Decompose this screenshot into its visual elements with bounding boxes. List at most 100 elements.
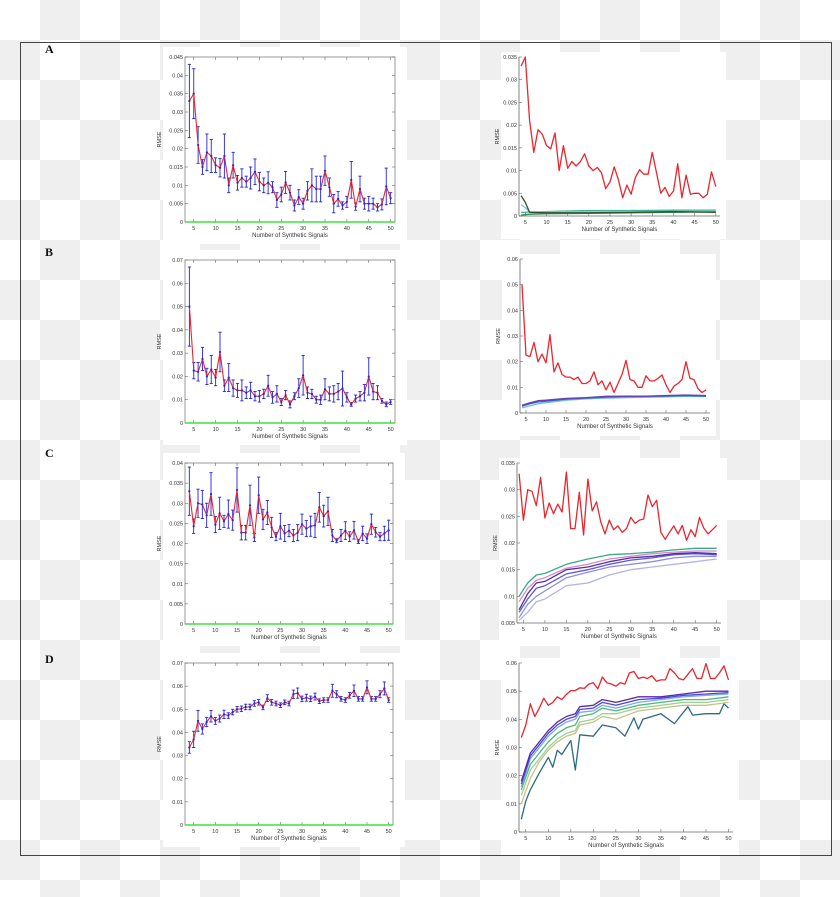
- data-point: [231, 710, 234, 714]
- data-point: [275, 392, 278, 395]
- data-point: [309, 525, 312, 528]
- y-tick-label: 0.045: [169, 55, 183, 61]
- x-tick-label: 45: [364, 829, 370, 835]
- data-point: [354, 205, 357, 208]
- data-point: [188, 746, 191, 749]
- y-tick-label: 0.015: [169, 562, 183, 568]
- data-point: [222, 713, 226, 716]
- x-tick-label: 20: [583, 417, 589, 423]
- y-axis-label: RMSE: [496, 328, 502, 344]
- y-tick-label: 0.015: [501, 568, 515, 574]
- data-point: [358, 395, 362, 398]
- data-point: [387, 529, 390, 532]
- y-tick-label: 0: [180, 220, 183, 226]
- data-point: [218, 717, 221, 720]
- y-tick-label: 0.035: [501, 461, 515, 467]
- y-tick-label: 0.01: [506, 802, 517, 808]
- chart-c-right: 0.005 0.01 0.015 0.02 0.025 0.03 0.035 5 10 15 20 2…: [493, 458, 727, 646]
- data-point: [297, 386, 300, 390]
- data-point: [274, 702, 278, 705]
- data-point: [218, 350, 222, 354]
- x-tick-label: 20: [586, 220, 592, 226]
- y-axis-label: RMSE: [157, 736, 163, 752]
- y-tick-label: 0.005: [503, 191, 517, 197]
- x-tick-label: 5: [522, 627, 525, 633]
- data-point: [188, 99, 191, 103]
- series-line: [521, 284, 707, 394]
- data-point: [376, 391, 379, 394]
- y-tick-label: 0.05: [172, 707, 183, 713]
- data-point: [383, 687, 386, 690]
- y-tick-label: 0.01: [172, 398, 183, 404]
- x-tick-label: 45: [683, 417, 689, 423]
- x-tick-label: 10: [545, 836, 551, 842]
- data-point: [361, 697, 364, 700]
- x-tick-label: 10: [543, 220, 549, 226]
- data-point: [192, 92, 195, 95]
- y-tick-label: 0.035: [503, 55, 517, 61]
- x-tick-label: 5: [192, 829, 195, 835]
- y-tick-label: 0.02: [506, 774, 517, 780]
- y-axis-label: RMSE: [157, 535, 163, 551]
- x-tick-label: 45: [703, 836, 709, 842]
- y-tick-label: 0.01: [172, 800, 183, 806]
- x-axis-label: Number of Synthetic Signals: [588, 843, 664, 849]
- x-tick-label: 50: [714, 627, 720, 633]
- data-point: [188, 305, 191, 308]
- series-line: [520, 690, 729, 782]
- x-axis-label: Number of Synthetic Signals: [252, 233, 328, 239]
- x-tick-label: 20: [256, 628, 262, 634]
- data-point: [297, 195, 300, 199]
- series-line: [521, 209, 716, 214]
- data-point: [231, 519, 234, 522]
- y-tick-label: 0: [514, 214, 517, 220]
- x-tick-label: 25: [607, 220, 613, 226]
- x-tick-label: 20: [256, 427, 262, 433]
- data-point: [280, 193, 283, 196]
- x-tick-label: 25: [606, 627, 612, 633]
- data-point: [222, 520, 226, 523]
- data-point: [258, 395, 261, 398]
- data-point: [267, 181, 270, 184]
- data-point: [328, 392, 331, 395]
- y-tick-label: 0.06: [507, 257, 518, 263]
- y-tick-label: 0.025: [503, 100, 517, 106]
- y-tick-label: 0.02: [504, 541, 515, 547]
- x-tick-label: 15: [565, 220, 571, 226]
- series-line: [521, 394, 707, 406]
- data-point: [306, 391, 309, 394]
- data-point: [236, 389, 239, 392]
- data-point: [341, 204, 344, 207]
- x-tick-label: 35: [322, 427, 328, 433]
- chart-background: [501, 52, 726, 239]
- data-point: [280, 400, 283, 404]
- data-point: [192, 525, 195, 528]
- data-point: [205, 514, 208, 517]
- y-tick-label: 0.02: [506, 123, 517, 129]
- x-tick-label: 5: [524, 220, 527, 226]
- x-tick-label: 40: [342, 628, 348, 634]
- series-line: [518, 558, 717, 621]
- x-tick-label: 45: [366, 226, 372, 232]
- x-tick-label: 5: [524, 417, 527, 423]
- data-point: [210, 154, 213, 158]
- x-tick-label: 20: [585, 627, 591, 633]
- x-axis-label: Number of Synthetic Signals: [251, 836, 327, 842]
- panel-label-a: A: [45, 42, 54, 56]
- x-tick-label: 20: [590, 836, 596, 842]
- data-point: [245, 180, 248, 183]
- data-point: [306, 189, 309, 192]
- plot-box: [184, 662, 394, 826]
- y-tick-label: 0.03: [507, 334, 518, 340]
- y-tick-label: 0.01: [172, 183, 183, 189]
- data-point: [296, 691, 299, 695]
- series-line: [520, 696, 729, 791]
- data-point: [287, 702, 291, 705]
- data-point: [240, 176, 243, 180]
- y-tick-label: 0.025: [169, 521, 183, 527]
- y-tick-label: 0.07: [172, 258, 183, 264]
- data-point: [319, 187, 322, 191]
- data-point: [300, 697, 304, 700]
- data-point: [348, 694, 351, 697]
